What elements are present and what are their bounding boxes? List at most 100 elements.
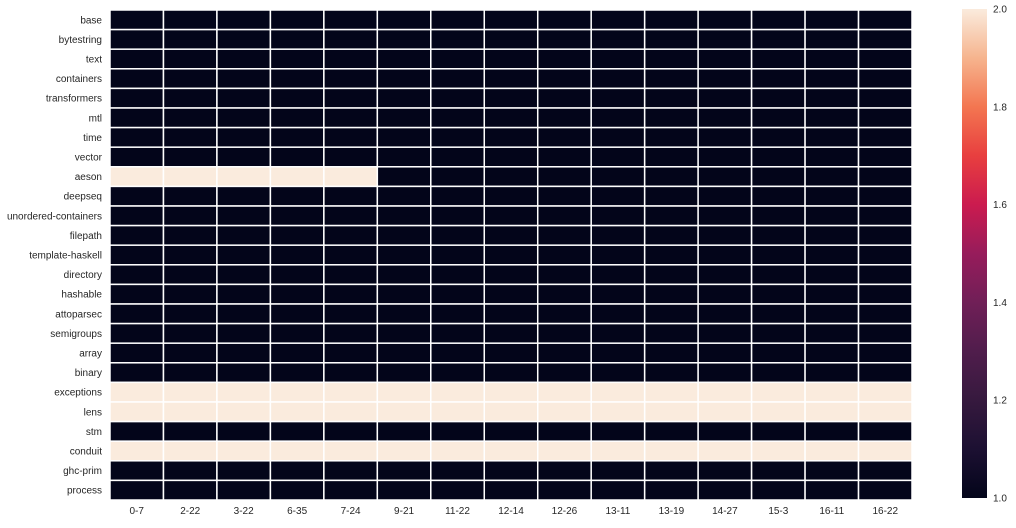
heatmap-cell [216, 322, 272, 344]
heatmap-cell [216, 28, 272, 50]
heatmap-cell [750, 303, 806, 325]
heatmap-cell [590, 48, 646, 70]
heatmap-cell [536, 322, 592, 344]
heatmap-cell [162, 362, 218, 384]
colorbar-tick-label: 1.4 [993, 298, 1007, 309]
heatmap-cell [804, 68, 860, 90]
x-tick-label: 6-35 [287, 506, 307, 517]
heatmap-cell [643, 342, 699, 364]
heatmap-cell [483, 244, 539, 266]
heatmap-cell [162, 440, 218, 462]
heatmap-cell [323, 126, 379, 148]
heatmap-cell [857, 381, 913, 403]
heatmap-cell [109, 303, 165, 325]
x-tick-label: 9-21 [394, 506, 414, 517]
heatmap-cell [697, 107, 753, 129]
heatmap-cell [376, 264, 432, 286]
heatmap-cell [857, 479, 913, 501]
x-tick-label: 3-22 [234, 506, 254, 517]
heatmap-cell [536, 28, 592, 50]
heatmap-cell [162, 166, 218, 188]
heatmap-cell [162, 264, 218, 286]
y-tick-label: binary [75, 368, 102, 379]
heatmap-cell [750, 440, 806, 462]
colorbar-tick-label: 1.8 [993, 102, 1007, 113]
heatmap-cell [430, 401, 486, 423]
heatmap-cell [216, 166, 272, 188]
heatmap-cell [697, 420, 753, 442]
heatmap-cell [643, 401, 699, 423]
heatmap-cell [483, 87, 539, 109]
heatmap-cell [109, 224, 165, 246]
heatmap-cell [483, 205, 539, 227]
heatmap-cell [590, 146, 646, 168]
heatmap-cell [804, 87, 860, 109]
heatmap-cell [697, 322, 753, 344]
heatmap-cell [750, 244, 806, 266]
heatmap-cell [376, 9, 432, 31]
heatmap-cell [697, 362, 753, 384]
heatmap-cell [376, 381, 432, 403]
heatmap-cell [430, 87, 486, 109]
heatmap-cell [750, 381, 806, 403]
heatmap-cell [162, 87, 218, 109]
heatmap-cell [269, 244, 325, 266]
y-tick-label: text [86, 55, 102, 66]
heatmap-cell [162, 205, 218, 227]
heatmap-cell [857, 362, 913, 384]
heatmap-cell [323, 362, 379, 384]
heatmap-cell [376, 283, 432, 305]
heatmap-cell [269, 479, 325, 501]
heatmap-cell [536, 460, 592, 482]
heatmap-cell [643, 224, 699, 246]
heatmap-cell [590, 283, 646, 305]
heatmap-cell [376, 205, 432, 227]
heatmap-cell [376, 48, 432, 70]
heatmap-cell [483, 342, 539, 364]
heatmap-cell [643, 185, 699, 207]
heatmap-cell [804, 264, 860, 286]
heatmap-cell [697, 244, 753, 266]
heatmap-cell [590, 460, 646, 482]
heatmap-cell [269, 440, 325, 462]
heatmap-cell [536, 68, 592, 90]
heatmap-cell [483, 107, 539, 129]
heatmap-cell [109, 440, 165, 462]
heatmap-cell [109, 460, 165, 482]
heatmap-cell [483, 146, 539, 168]
heatmap-cell [804, 205, 860, 227]
heatmap-cell [643, 244, 699, 266]
y-tick-label: exceptions [54, 388, 102, 399]
heatmap-cell [109, 342, 165, 364]
heatmap-cell [109, 401, 165, 423]
heatmap-cell [376, 244, 432, 266]
heatmap-cell [697, 146, 753, 168]
heatmap-cell [269, 126, 325, 148]
heatmap-cell [162, 342, 218, 364]
heatmap-cell [483, 303, 539, 325]
heatmap-cell [162, 244, 218, 266]
heatmap-cell [804, 9, 860, 31]
heatmap-cell [697, 87, 753, 109]
x-tick-label: 2-22 [180, 506, 200, 517]
heatmap-cell [804, 322, 860, 344]
heatmap-cell [323, 185, 379, 207]
heatmap-cell [643, 303, 699, 325]
heatmap-cell [750, 283, 806, 305]
heatmap-cell [376, 342, 432, 364]
heatmap-cell [323, 322, 379, 344]
x-tick-label: 12-14 [498, 506, 524, 517]
y-tick-label: containers [56, 74, 102, 85]
heatmap-cell [643, 9, 699, 31]
heatmap-cell [643, 283, 699, 305]
heatmap-cell [697, 9, 753, 31]
heatmap-cell [323, 9, 379, 31]
heatmap-cell [590, 205, 646, 227]
heatmap-cell [430, 28, 486, 50]
heatmap-cell [216, 9, 272, 31]
heatmap-cell [483, 68, 539, 90]
heatmap-cell [804, 185, 860, 207]
heatmap-cell [483, 224, 539, 246]
heatmap-cell [536, 185, 592, 207]
heatmap-cell [430, 9, 486, 31]
